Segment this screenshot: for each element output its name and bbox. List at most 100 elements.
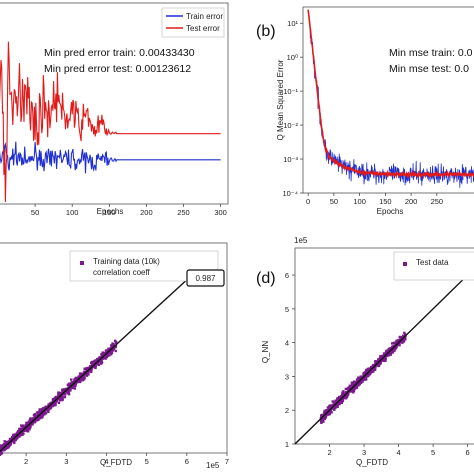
panel-c-point xyxy=(112,347,116,351)
panel-d-point xyxy=(367,371,370,375)
panel-d-point xyxy=(371,363,375,367)
panel-d-point xyxy=(390,346,394,350)
panel-c-point xyxy=(50,404,53,408)
panel-d-point xyxy=(387,348,391,351)
panel-c-point xyxy=(3,440,6,443)
panel-c-point xyxy=(0,444,2,447)
panel-d-point xyxy=(375,362,378,365)
panel-b: (b) 10¹ 10⁰ 10⁻¹ 10⁻² 10⁻³ 10⁻⁴ 0 50 100 150 200 2… xyxy=(256,6,474,216)
panel-c-point xyxy=(15,436,19,439)
panel-d-point xyxy=(326,406,330,409)
panel-c-point xyxy=(15,432,19,435)
panel-d-point xyxy=(399,335,403,339)
panel-b-line-test xyxy=(307,9,474,179)
panel-d-point xyxy=(358,382,362,386)
panel-c-point xyxy=(33,420,37,424)
panel-c-point xyxy=(21,424,25,427)
panel-c-point xyxy=(11,436,14,440)
panel-c-point xyxy=(57,397,61,400)
panel-d-axes-frame xyxy=(294,247,474,445)
panel-d-legend-test: Test data xyxy=(416,258,449,267)
panel-d-point xyxy=(384,355,387,358)
panel-c-point xyxy=(8,437,12,441)
panel-d-point xyxy=(395,340,398,344)
panel-c-point xyxy=(0,450,2,454)
panel-d-point xyxy=(353,382,356,386)
panel-c-point xyxy=(17,434,21,437)
panel-d-point xyxy=(382,352,386,355)
panel-d-point xyxy=(397,339,400,343)
panel-d-y-tick-label: 5 xyxy=(285,305,289,314)
panel-c-point xyxy=(59,392,62,395)
panel-c-point xyxy=(69,387,72,390)
panel-d-point xyxy=(403,331,406,335)
panel-c-point xyxy=(4,441,8,445)
panel-c-point xyxy=(67,383,71,386)
panel-c-x-tick-label: 2 xyxy=(24,457,28,466)
panel-d-point xyxy=(389,350,393,354)
panel-c-point xyxy=(26,426,30,429)
panel-c-point xyxy=(14,433,17,436)
panel-d-ylabel: Q_NN xyxy=(261,341,270,363)
panel-d-point xyxy=(375,364,379,367)
panel-d-point xyxy=(328,410,332,413)
panel-b-x-tick-label: 200 xyxy=(405,197,418,206)
panel-b-x-tick-label: 0 xyxy=(306,197,310,206)
panel-c-x-tick-label: 4 xyxy=(104,457,108,466)
panel-d-point xyxy=(365,368,368,372)
panel-c-point xyxy=(4,447,8,450)
panel-c-point xyxy=(101,353,104,356)
panel-c-point xyxy=(1,444,4,448)
panel-c-x-tick-label: 3 xyxy=(64,457,68,466)
panel-d-fit-line xyxy=(294,267,474,445)
panel-c-point xyxy=(81,379,84,382)
panel-d-legend xyxy=(393,251,474,281)
panel-d-point xyxy=(361,378,364,382)
panel-c-point xyxy=(75,376,79,380)
panel-c-point xyxy=(98,359,102,362)
panel-c-point xyxy=(32,414,36,417)
panel-d-point xyxy=(341,399,344,403)
panel-d-label: (d) xyxy=(256,270,276,287)
panel-b-xlabel: Epochs xyxy=(377,207,404,216)
panel-c-point xyxy=(73,384,77,388)
panel-c-point xyxy=(78,380,82,384)
panel-c-point xyxy=(39,410,43,413)
panel-c-correlation-value: 0.987 xyxy=(195,274,216,283)
panel-d-point xyxy=(329,406,333,409)
panel-c-point xyxy=(89,370,92,374)
panel-b-y-tick-label: 10¹ xyxy=(287,19,298,28)
panel-d-point xyxy=(351,389,354,392)
panel-d-point xyxy=(344,396,347,399)
panel-c-point xyxy=(70,381,74,384)
panel-d-point xyxy=(395,339,398,342)
panel-c-axes-frame xyxy=(0,242,228,454)
panel-c-point xyxy=(110,353,113,356)
panel-c-point xyxy=(51,397,55,401)
panel-c-point xyxy=(83,376,86,380)
panel-a-x-tick-label: 100 xyxy=(66,208,79,217)
panel-c-point xyxy=(35,411,39,414)
panel-c-point xyxy=(21,433,24,436)
panel-c-point xyxy=(27,420,30,424)
panel-c-point xyxy=(70,382,73,385)
panel-c-point xyxy=(112,343,115,346)
panel-d-point xyxy=(379,355,382,358)
panel-a-x-tick-label: 300 xyxy=(214,208,227,217)
panel-d-point xyxy=(366,373,369,377)
panel-c-point xyxy=(114,339,117,343)
panel-d-point xyxy=(399,337,403,341)
panel-a-legend-test: Test error xyxy=(186,24,220,33)
panel-c-point xyxy=(13,439,16,442)
panel-c-point xyxy=(85,374,89,377)
panel-c-point xyxy=(86,368,89,372)
panel-d-point xyxy=(377,362,380,366)
panel-c-point xyxy=(62,388,66,392)
panel-c-point xyxy=(101,357,105,360)
panel-c-point xyxy=(88,368,92,372)
panel-c-point xyxy=(29,420,32,423)
panel-d-point xyxy=(366,369,369,372)
panel-c-point xyxy=(100,360,103,363)
panel-b-x-tick-label: 50 xyxy=(330,197,338,206)
panel-d-point xyxy=(377,358,380,362)
